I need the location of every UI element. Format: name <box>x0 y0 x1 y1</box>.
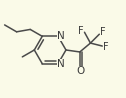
Text: F: F <box>78 26 83 36</box>
Text: N: N <box>57 31 65 41</box>
Text: F: F <box>103 42 109 52</box>
Text: N: N <box>57 59 65 69</box>
Text: F: F <box>100 27 106 37</box>
Text: O: O <box>77 66 85 76</box>
